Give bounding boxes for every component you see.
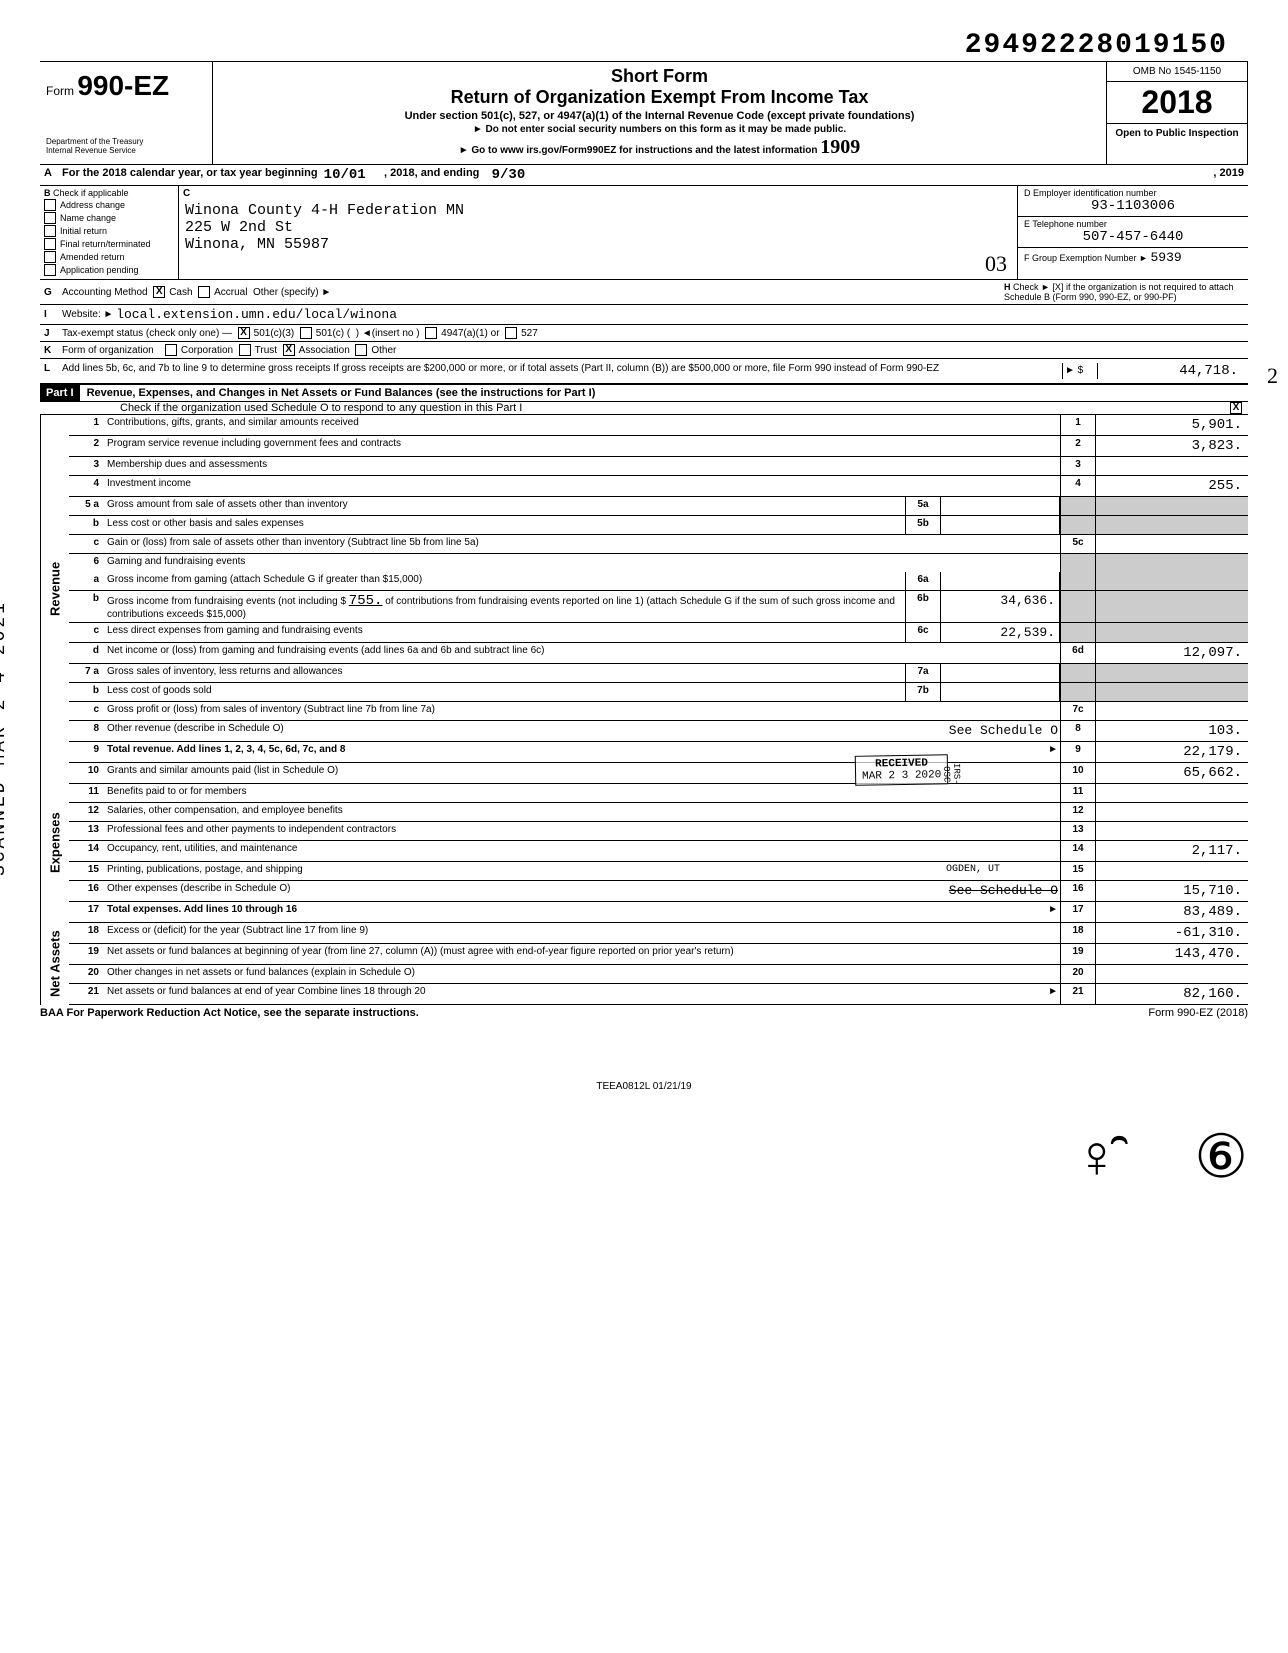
handwritten-1909: 1909	[820, 136, 860, 158]
handwritten-03: 03	[985, 251, 1007, 277]
checkbox-address-change[interactable]	[44, 199, 56, 211]
checkbox-final-return[interactable]	[44, 238, 56, 250]
org-city: Winona, MN 55987	[185, 236, 1011, 253]
checkbox-amended[interactable]	[44, 251, 56, 263]
open-public: Open to Public Inspection	[1107, 124, 1247, 143]
checkbox-501c3[interactable]: X	[238, 327, 250, 339]
ssn-notice: ► Do not enter social security numbers o…	[221, 124, 1098, 135]
checkbox-527[interactable]	[505, 327, 517, 339]
department-label: Department of the Treasury Internal Reve…	[46, 138, 206, 156]
scanned-side-stamp: SCANNED MAR 2 4 2021	[0, 600, 10, 876]
page-footer: BAA For Paperwork Reduction Act Notice, …	[40, 1005, 1248, 1021]
checkbox-accrual[interactable]	[198, 286, 210, 298]
omb-number: OMB No 1545-1150	[1107, 62, 1247, 82]
under-section: Under section 501(c), 527, or 4947(a)(1)…	[221, 110, 1098, 122]
line-j: J Tax-exempt status (check only one) — X…	[40, 325, 1248, 342]
checkbox-association[interactable]: X	[283, 344, 295, 356]
net-assets-section: Net Assets 18Excess or (deficit) for the…	[40, 923, 1248, 1005]
phone-label: E Telephone number	[1024, 219, 1242, 229]
line-a: A For the 2018 calendar year, or tax yea…	[40, 165, 1248, 186]
line-l: L Add lines 5b, 6c, and 7b to line 9 to …	[40, 359, 1248, 384]
form-page: 29492228019150 Form 990-EZ Department of…	[40, 30, 1248, 1192]
form-header: Form 990-EZ Department of the Treasury I…	[40, 61, 1248, 165]
form-number: Form 990-EZ	[46, 70, 206, 102]
gross-receipts: 44,718.	[1097, 363, 1244, 379]
checkbox-cash[interactable]: X	[153, 286, 165, 298]
ein-value: 93-1103006	[1024, 198, 1242, 214]
checkbox-name-change[interactable]	[44, 212, 56, 224]
checkbox-501c[interactable]	[300, 327, 312, 339]
checkbox-4947[interactable]	[425, 327, 437, 339]
part-1-header: Part I Revenue, Expenses, and Changes in…	[40, 384, 1248, 415]
short-form-title: Short Form	[221, 66, 1098, 87]
checkbox-corporation[interactable]	[165, 344, 177, 356]
handwritten-2: 2	[1267, 363, 1278, 389]
checkbox-schedule-o-part1[interactable]: X	[1230, 402, 1242, 414]
line-k: K Form of organization Corporation Trust…	[40, 342, 1248, 359]
phone-value: 507-457-6440	[1024, 229, 1242, 245]
checkbox-trust[interactable]	[239, 344, 251, 356]
checkbox-other-org[interactable]	[355, 344, 367, 356]
expenses-label: Expenses	[40, 763, 69, 923]
identity-section: B Check if applicable Address change Nam…	[40, 186, 1248, 280]
line-g-h: G Accounting Method XCash Accrual Other …	[40, 280, 1248, 305]
website-value: local.extension.umn.edu/local/winona	[116, 307, 397, 322]
document-id: 29492228019150	[40, 30, 1228, 61]
line-i: I Website: ► local.extension.umn.edu/loc…	[40, 305, 1248, 325]
group-exemption-label: F Group Exemption Number ► 5939	[1024, 250, 1242, 265]
signature-area: ♀̑ ⑥	[40, 1122, 1248, 1192]
org-name: Winona County 4-H Federation MN	[185, 202, 1011, 219]
org-address: 225 W 2nd St	[185, 219, 1011, 236]
revenue-label: Revenue	[40, 415, 69, 763]
net-assets-label: Net Assets	[40, 923, 69, 1005]
footer-code: TEEA0812L 01/21/19	[40, 1081, 1248, 1092]
revenue-section: Revenue 1Contributions, gifts, grants, a…	[40, 415, 1248, 763]
checkbox-application-pending[interactable]	[44, 264, 56, 276]
tax-year: 2018	[1107, 82, 1247, 124]
return-title: Return of Organization Exempt From Incom…	[221, 87, 1098, 108]
checkbox-initial-return[interactable]	[44, 225, 56, 237]
expenses-section: RECEIVED MAR 2 3 2020 IRS-OSC Expenses 1…	[40, 763, 1248, 923]
goto-link: ► Go to www irs.gov/Form990EZ for instru…	[221, 136, 1098, 159]
ein-label: D Employer identification number	[1024, 188, 1242, 198]
